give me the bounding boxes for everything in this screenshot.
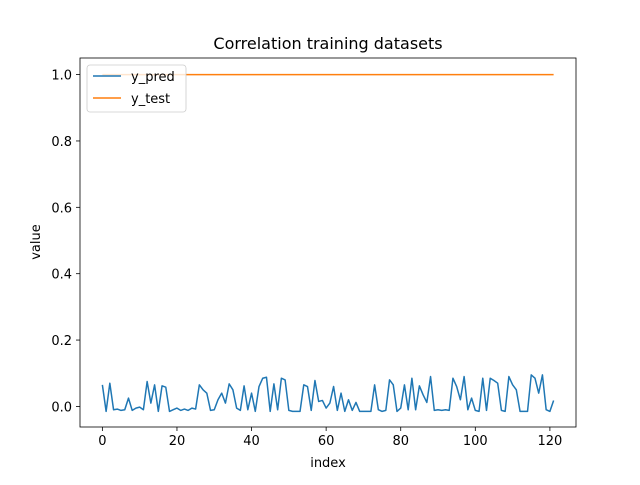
x-axis-title: index [310, 456, 346, 471]
x-tick-label: 0 [98, 434, 106, 449]
legend-label-y-pred: y_pred [131, 70, 175, 85]
y-axis-title: value [29, 224, 44, 260]
x-tick-label: 80 [392, 434, 409, 449]
x-tick-label: 40 [243, 434, 260, 449]
legend: y_pred y_test [86, 64, 187, 113]
chart-title: Correlation training datasets [213, 34, 442, 53]
y-tick-label: 0.6 [51, 201, 72, 216]
x-tick-label: 120 [537, 434, 562, 449]
y-tick-label: 0.0 [51, 400, 72, 415]
x-tick-label: 60 [318, 434, 335, 449]
legend-label-y-test: y_test [131, 92, 170, 107]
series-line-y-pred [101, 374, 555, 413]
y-tick-label: 0.8 [51, 135, 72, 150]
x-tick-label: 20 [169, 434, 186, 449]
axes-frame [79, 57, 577, 428]
y-tick-label: 0.4 [51, 268, 72, 283]
x-tick-label: 100 [463, 434, 488, 449]
y-tick-label: 0.2 [51, 334, 72, 349]
y-tick-label: 1.0 [51, 69, 72, 84]
axes: 0 20 40 60 80 100 120 0.0 0.2 0.4 0.6 0.8 1.0 [51, 57, 577, 449]
